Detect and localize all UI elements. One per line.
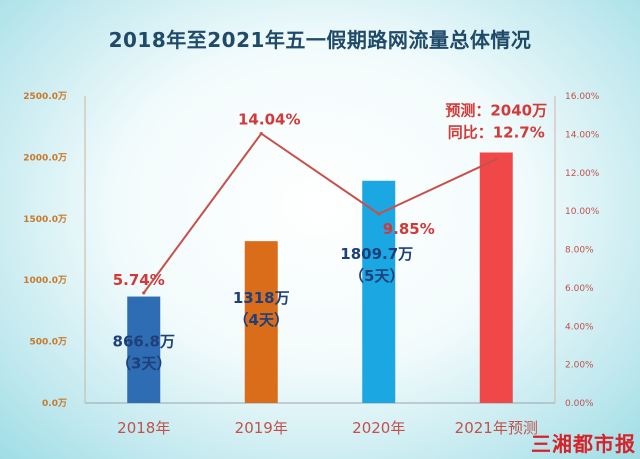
y-right-tick-label: 14.00% bbox=[565, 130, 600, 140]
line-point bbox=[259, 132, 263, 136]
data-labels: 866.8万 （3天） 1318万 （4天） 1809.7万 （5天） 预测：2040万同比… bbox=[113, 101, 548, 372]
chart-axes: 0.0万 500.0万 1000.0万 1500.0万 2000.0万 2500.0万 0.… bbox=[23, 91, 599, 437]
y-right-tick-label: 4.00% bbox=[565, 322, 594, 332]
y-left-tick-label: 500.0万 bbox=[30, 337, 67, 348]
growth-line bbox=[142, 132, 497, 294]
bar-value-label: （3天） bbox=[116, 355, 171, 373]
bar-value-label: （4天） bbox=[234, 311, 289, 329]
bar bbox=[362, 180, 396, 403]
x-tick-label: 2020年 bbox=[352, 419, 405, 437]
y-right-tick-label: 12.00% bbox=[565, 169, 600, 179]
y-right-tick-label: 6.00% bbox=[565, 284, 594, 294]
y-right-tick-label: 16.00% bbox=[565, 92, 600, 102]
y-right-tick-label: 10.00% bbox=[565, 207, 600, 217]
line-point bbox=[142, 291, 146, 295]
y-left-tick-label: 2000.0万 bbox=[23, 152, 67, 163]
bar-value-label: 预测：2040万 bbox=[445, 101, 547, 119]
line-value-label: 9.85% bbox=[383, 220, 435, 238]
y-left-tick-label: 2500.0万 bbox=[23, 91, 67, 102]
bar bbox=[244, 241, 278, 403]
bar-value-label: 1318万 bbox=[233, 289, 290, 307]
x-tick-label: 2021年预测 bbox=[455, 419, 538, 437]
bar-value-label: 同比：12.7% bbox=[448, 123, 545, 141]
y-right-tick-label: 2.00% bbox=[565, 361, 594, 371]
bar-value-label: （5天） bbox=[349, 267, 404, 285]
bar-value-label: 866.8万 bbox=[113, 333, 175, 351]
y-left-tick-label: 1500.0万 bbox=[23, 214, 67, 225]
bar bbox=[479, 152, 513, 403]
y-right-tick-label: 8.00% bbox=[565, 246, 594, 256]
chart-title: 2018年至2021年五一假期路网流量总体情况 bbox=[108, 28, 532, 52]
publisher-watermark: 三湘都市报 bbox=[531, 432, 636, 456]
line-value-label: 14.04% bbox=[238, 111, 300, 129]
line-value-label: 5.74% bbox=[113, 271, 165, 289]
y-right-tick-label: 0.00% bbox=[565, 399, 594, 409]
x-tick-label: 2019年 bbox=[235, 419, 288, 437]
y-left-tick-label: 1000.0万 bbox=[23, 275, 67, 286]
line-point bbox=[377, 212, 381, 216]
bar-value-label: 1809.7万 bbox=[340, 245, 413, 263]
bar-series bbox=[127, 152, 513, 403]
x-tick-label: 2018年 bbox=[117, 419, 170, 437]
y-left-tick-label: 0.0万 bbox=[42, 398, 67, 409]
bar bbox=[127, 296, 161, 403]
line-point bbox=[494, 157, 498, 161]
line-series bbox=[142, 132, 498, 295]
